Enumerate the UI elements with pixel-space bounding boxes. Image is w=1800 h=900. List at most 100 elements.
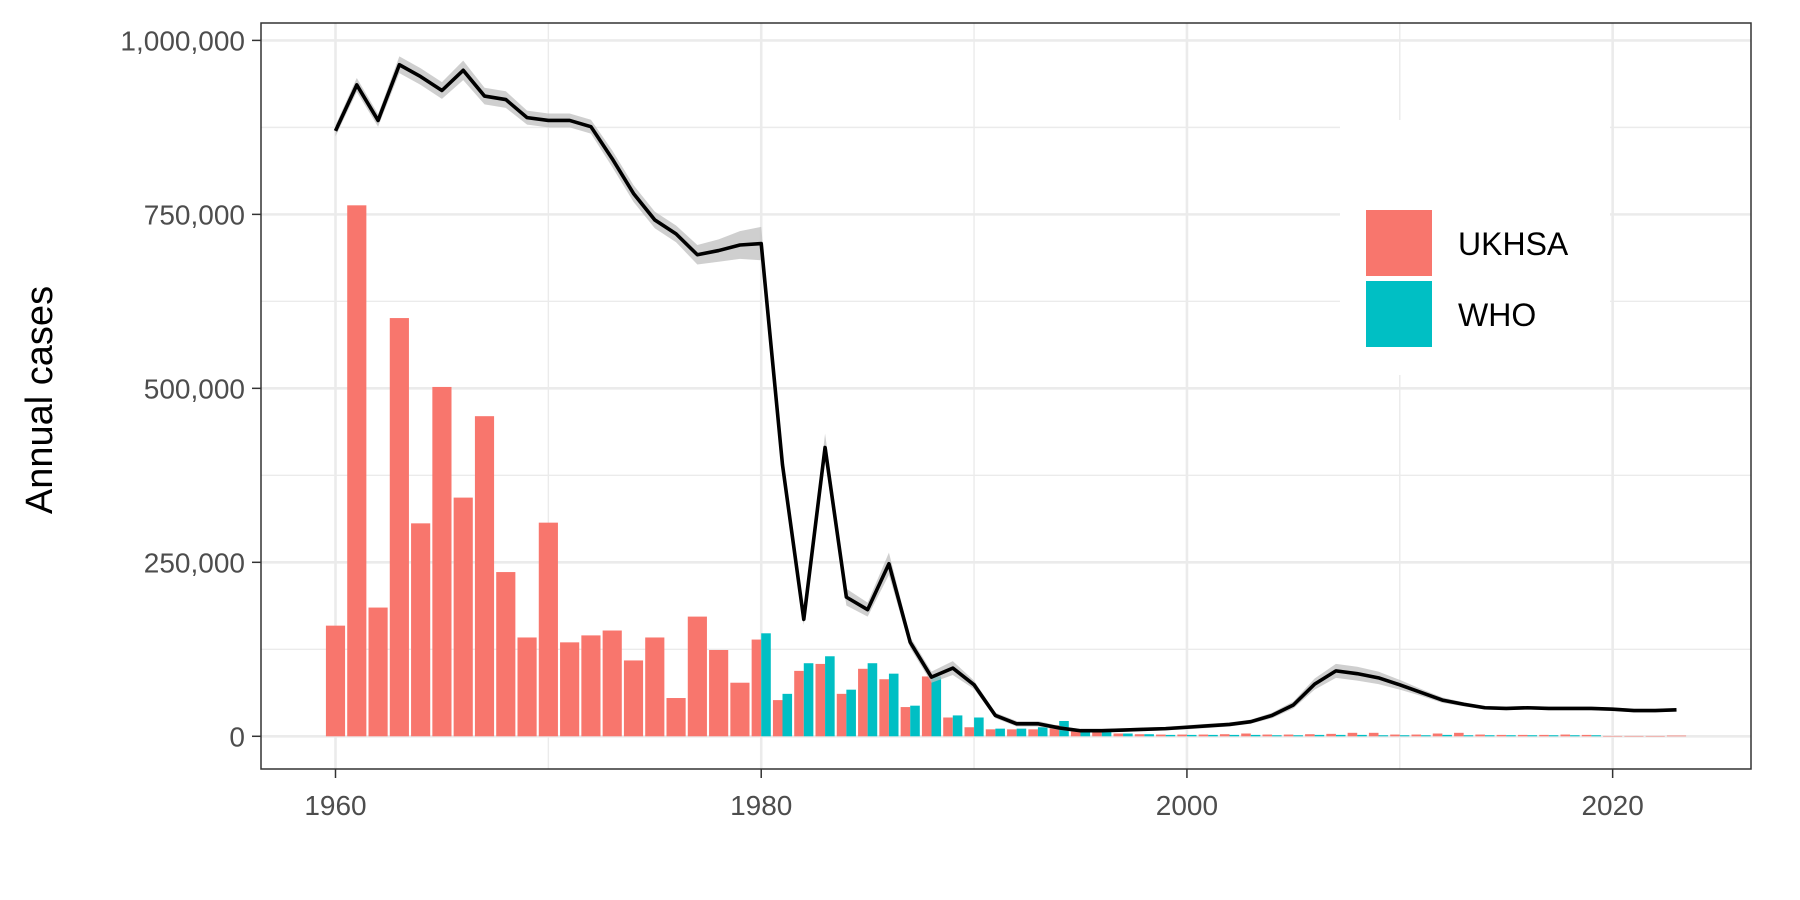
bar-ukhsa	[517, 637, 537, 737]
bar-ukhsa	[921, 676, 932, 737]
bar-who	[931, 676, 942, 737]
bar-who	[1378, 735, 1389, 737]
legend-key-ukhsa	[1366, 210, 1432, 276]
bar-ukhsa	[1092, 732, 1102, 737]
bar-ukhsa	[815, 663, 826, 737]
bar-ukhsa	[581, 635, 601, 737]
x-tick-label: 2000	[1156, 790, 1218, 821]
bar-ukhsa	[325, 625, 346, 737]
bar-ukhsa	[389, 318, 409, 737]
bar-who	[803, 663, 814, 737]
bar-ukhsa	[1305, 734, 1315, 737]
bar-ukhsa	[1560, 734, 1571, 737]
bar-ukhsa	[1645, 735, 1665, 737]
bar-ukhsa	[1113, 733, 1124, 737]
bar-ukhsa	[1028, 729, 1038, 737]
bar-ukhsa	[1432, 733, 1443, 737]
y-tick-label: 500,000	[144, 373, 245, 404]
bar-ukhsa	[1603, 735, 1623, 737]
legend-key-who	[1366, 281, 1432, 347]
bar-ukhsa	[772, 700, 783, 737]
legend-label-who: WHO	[1458, 297, 1536, 333]
bar-ukhsa	[709, 650, 729, 737]
bar-who	[1335, 734, 1346, 737]
bar-who	[1016, 728, 1027, 737]
bar-ukhsa	[347, 205, 367, 737]
bar-ukhsa	[411, 523, 431, 737]
bar-ukhsa	[879, 679, 889, 737]
bar-ukhsa	[1347, 732, 1358, 737]
bar-who	[1591, 735, 1601, 737]
bar-ukhsa	[1411, 734, 1422, 737]
bar-ukhsa	[645, 637, 665, 737]
bar-ukhsa	[1454, 732, 1464, 737]
bar-who	[1314, 734, 1325, 737]
bar-ukhsa	[623, 660, 644, 737]
bar-ukhsa	[836, 693, 847, 737]
bar-ukhsa	[1134, 734, 1145, 737]
bar-ukhsa	[432, 386, 452, 737]
bar-who	[1165, 734, 1176, 737]
bar-who	[761, 633, 771, 737]
legend: UKHSA WHO	[1340, 120, 1610, 375]
bar-ukhsa	[538, 522, 558, 737]
bar-ukhsa	[1496, 734, 1507, 737]
bar-ukhsa	[1326, 733, 1336, 737]
y-tick-label: 750,000	[144, 199, 245, 230]
bar-ukhsa	[496, 572, 516, 737]
bar-who	[1080, 730, 1091, 737]
y-tick-label: 0	[229, 721, 245, 752]
bar-ukhsa	[1283, 734, 1294, 737]
plot-border	[260, 22, 1752, 770]
bar-ukhsa	[1368, 732, 1379, 737]
bar-who	[1037, 727, 1048, 737]
bar-who	[1463, 735, 1474, 737]
bar-ukhsa	[368, 607, 388, 737]
x-tick-label: 1960	[304, 790, 366, 821]
bar-ukhsa	[1070, 731, 1081, 737]
bar-ukhsa	[453, 497, 473, 737]
bar-ukhsa	[1198, 734, 1209, 737]
bar-ukhsa	[985, 729, 996, 737]
bar-who	[974, 717, 984, 737]
bar-ukhsa	[1156, 734, 1166, 737]
bar-ukhsa	[1539, 734, 1549, 737]
bar-ukhsa	[666, 698, 686, 737]
bar-ukhsa	[943, 717, 953, 737]
bar-ukhsa	[1666, 735, 1687, 737]
bar-ukhsa	[751, 639, 762, 737]
bar-ukhsa	[474, 416, 495, 737]
bar-ukhsa	[964, 727, 975, 737]
bar-who	[825, 656, 835, 737]
bar-who	[1506, 735, 1516, 737]
bar-ukhsa	[1219, 734, 1230, 737]
bar-who	[995, 728, 1005, 737]
bar-who	[1399, 735, 1410, 737]
bar-who	[952, 715, 963, 737]
bar-ukhsa	[1390, 734, 1400, 737]
x-tick-label: 1980	[730, 790, 792, 821]
bar-ukhsa	[1241, 733, 1251, 737]
bar-who	[782, 693, 793, 737]
bar-who	[1421, 735, 1431, 737]
bar-ukhsa	[1262, 734, 1273, 737]
bar-ukhsa	[794, 670, 804, 737]
bar-ukhsa	[1581, 734, 1592, 737]
legend-label-ukhsa: UKHSA	[1458, 226, 1569, 262]
bar-who	[846, 689, 856, 737]
bar-who	[1272, 735, 1282, 737]
bar-ukhsa	[1624, 735, 1644, 737]
bar-ukhsa	[560, 642, 580, 737]
bar-ukhsa	[602, 630, 622, 737]
line-series	[333, 62, 1677, 733]
y-axis-title: Annual cases	[19, 286, 61, 514]
x-axis: 1960 1980 2000 2020	[304, 769, 1644, 821]
bar-ukhsa	[1177, 734, 1187, 737]
bar-who	[1357, 734, 1367, 737]
confidence-ribbon	[335, 56, 1677, 733]
y-tick-label: 250,000	[144, 547, 245, 578]
bar-who	[1548, 735, 1559, 737]
bar-ukhsa	[1007, 729, 1017, 737]
ribbon-area	[335, 56, 1677, 733]
bar-who	[1442, 734, 1452, 737]
